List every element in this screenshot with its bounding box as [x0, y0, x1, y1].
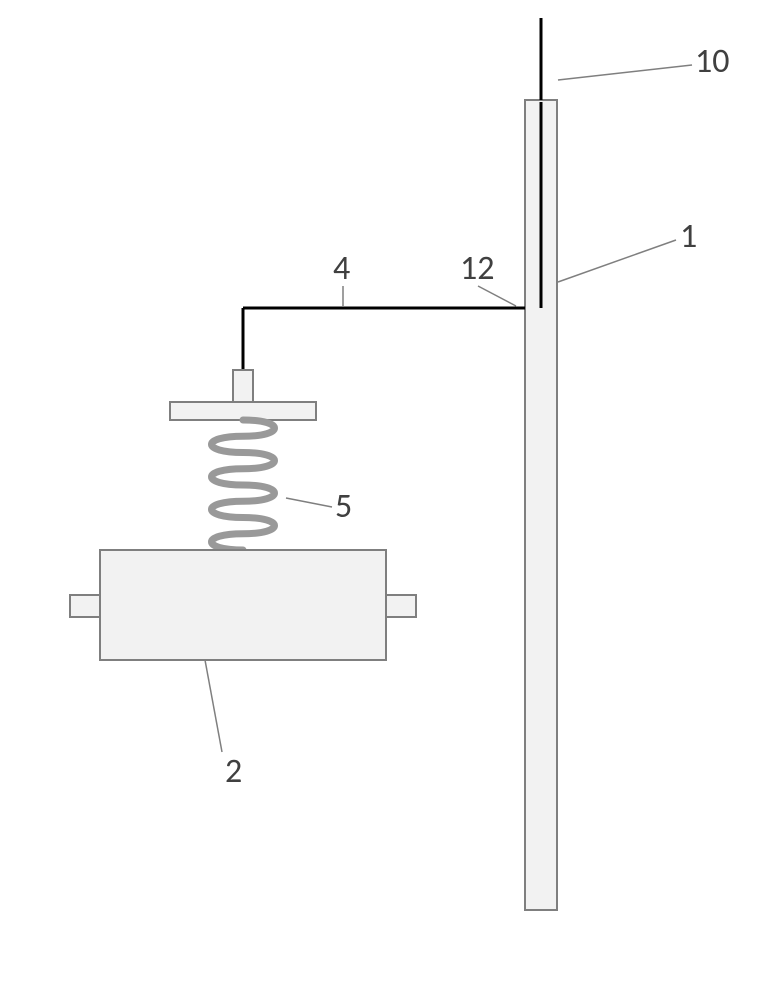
reference-label: 12	[460, 248, 494, 289]
reference-label: 5	[335, 486, 352, 527]
reference-label: 10	[695, 41, 729, 82]
mechanical-diagram: 10 1 12 4 5 2	[0, 0, 781, 1000]
diagram-svg: 10 1 12 4 5 2	[0, 0, 781, 1000]
reference-label: 4	[333, 248, 350, 289]
reference-label: 1	[680, 216, 697, 257]
reference-label: 2	[225, 751, 242, 792]
